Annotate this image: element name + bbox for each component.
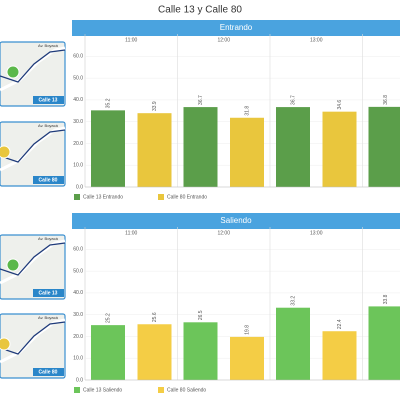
map-road-label: Av. Boyacá xyxy=(38,123,59,128)
map-route xyxy=(0,321,66,355)
legend-label: Calle 13 Entrando xyxy=(83,194,123,200)
legend-label: Calle 13 Saliendo xyxy=(83,387,122,393)
value-label: 36.8 xyxy=(383,95,389,105)
map-panel xyxy=(0,313,66,379)
map-caption: Calle 80 xyxy=(39,369,58,375)
bar xyxy=(91,110,125,187)
value-label: 36.7 xyxy=(198,95,204,105)
x-tick-label: 11:00 xyxy=(125,37,137,43)
legend-swatch xyxy=(74,387,80,393)
map-road xyxy=(0,46,66,92)
chart-title: Saliendo xyxy=(220,216,252,225)
map-road-label: Av. Boyacá xyxy=(38,315,59,320)
y-tick-label: 30.0 xyxy=(73,312,83,318)
x-tick-label: 13:00 xyxy=(310,37,323,43)
y-tick-label: 0.0 xyxy=(76,184,83,190)
bar xyxy=(91,325,125,380)
chart-header xyxy=(72,213,400,229)
bar xyxy=(276,107,310,187)
y-tick-label: 20.0 xyxy=(73,141,83,147)
y-tick-label: 20.0 xyxy=(73,334,83,340)
chart-header xyxy=(72,20,400,36)
value-label: 19.8 xyxy=(244,325,250,335)
map-caption: Calle 80 xyxy=(39,177,58,183)
value-label: 33.9 xyxy=(152,101,158,111)
y-tick-label: 30.0 xyxy=(73,119,83,125)
y-tick-label: 60.0 xyxy=(73,247,83,253)
x-tick-label: 13:00 xyxy=(310,230,323,236)
y-tick-label: 0.0 xyxy=(76,377,83,383)
map-road-label: Av. Boyacá xyxy=(38,43,59,48)
value-label: 25.2 xyxy=(105,313,111,323)
chart-title: Entrando xyxy=(220,23,253,32)
legend-label: Calle 80 Entrando xyxy=(167,194,207,200)
value-label: 36.7 xyxy=(290,95,296,105)
value-label: 26.5 xyxy=(198,310,204,320)
x-tick-label: 12:00 xyxy=(217,230,230,236)
map-road xyxy=(0,239,66,285)
legend-swatch xyxy=(158,387,164,393)
bar xyxy=(368,106,400,187)
legend-label: Calle 80 Saliendo xyxy=(167,387,206,393)
map-road-label: Av. Boyacá xyxy=(38,236,59,241)
map-caption-box xyxy=(33,176,64,184)
bar xyxy=(137,113,172,187)
y-tick-label: 50.0 xyxy=(73,268,83,274)
map-panel xyxy=(0,234,66,300)
bar xyxy=(183,107,218,187)
value-label: 35.2 xyxy=(105,98,111,108)
value-label: 33.2 xyxy=(290,296,296,306)
bar xyxy=(183,322,218,380)
map-road xyxy=(0,126,66,172)
map-panel xyxy=(0,121,66,187)
map-caption: Calle 13 xyxy=(39,97,58,103)
map-icon xyxy=(6,258,20,272)
page-title: Calle 13 y Calle 80 xyxy=(158,5,242,16)
legend-swatch xyxy=(158,194,164,200)
legend-swatch xyxy=(74,194,80,200)
bar xyxy=(368,306,400,380)
y-tick-label: 40.0 xyxy=(73,290,83,296)
map-panel xyxy=(0,41,66,107)
value-label: 31.8 xyxy=(244,106,250,116)
map-caption: Calle 13 xyxy=(39,290,58,296)
bar xyxy=(230,117,264,187)
bar xyxy=(276,307,310,380)
map-icon xyxy=(0,337,11,351)
value-label: 34.6 xyxy=(337,100,343,110)
value-label: 33.8 xyxy=(383,294,389,304)
y-tick-label: 50.0 xyxy=(73,75,83,81)
bar xyxy=(230,336,264,380)
map-caption-box xyxy=(33,289,64,297)
map-icon xyxy=(0,145,11,159)
y-tick-label: 40.0 xyxy=(73,97,83,103)
y-tick-label: 60.0 xyxy=(73,54,83,60)
x-tick-label: 12:00 xyxy=(217,37,230,43)
map-route xyxy=(0,49,66,83)
map-route xyxy=(0,129,66,163)
x-tick-label: 11:00 xyxy=(125,230,137,236)
y-tick-label: 10.0 xyxy=(73,163,83,169)
value-label: 22.4 xyxy=(337,319,343,329)
value-label: 25.6 xyxy=(152,312,158,322)
bar xyxy=(322,331,357,380)
bar xyxy=(322,111,357,187)
map-road xyxy=(0,318,66,364)
bar xyxy=(137,324,172,380)
map-icon xyxy=(6,65,20,79)
y-tick-label: 10.0 xyxy=(73,356,83,362)
map-route xyxy=(0,242,66,276)
map-caption-box xyxy=(33,96,64,104)
map-caption-box xyxy=(33,368,64,376)
